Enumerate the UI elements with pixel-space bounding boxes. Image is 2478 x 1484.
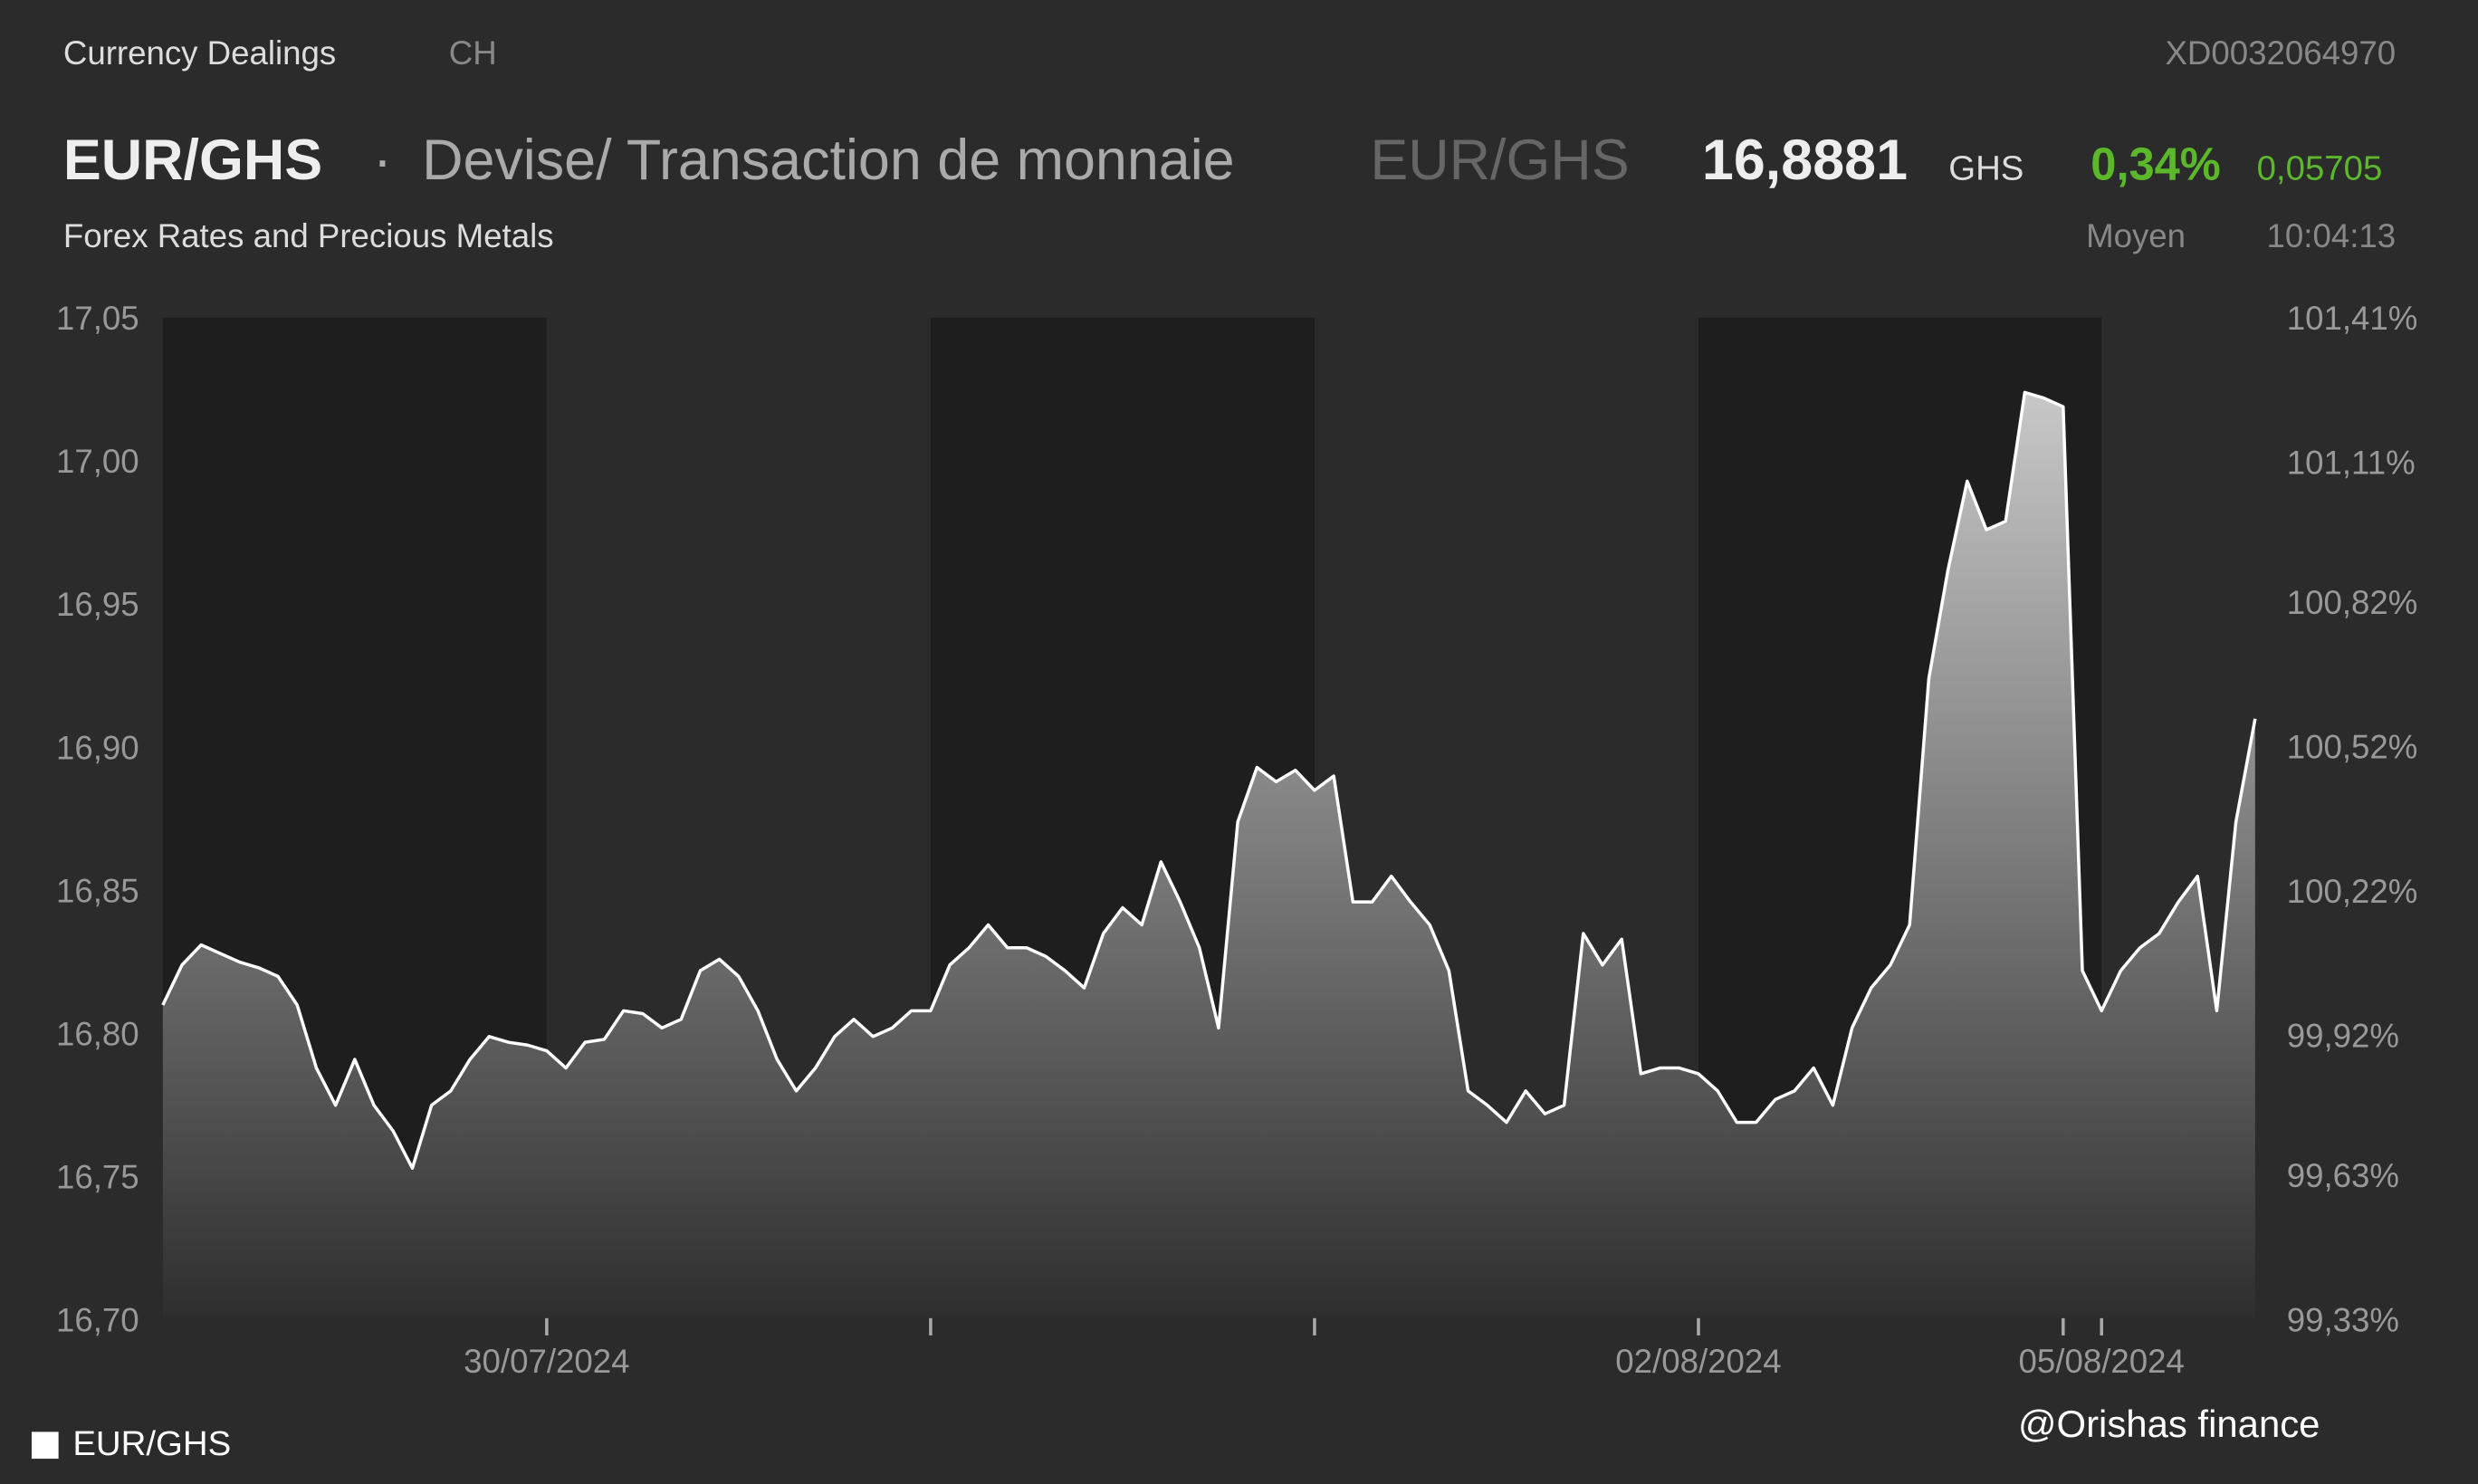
- y-tick-label: 16,70: [56, 1302, 139, 1339]
- x-tick-label: 30/07/2024: [464, 1343, 629, 1380]
- y2-tick-label: 101,41%: [2287, 300, 2418, 337]
- price: 16,8881: [1702, 129, 1908, 192]
- y2-tick-label: 100,52%: [2287, 729, 2418, 766]
- change-absolute: 0,05705: [2257, 149, 2383, 188]
- y-tick-label: 17,00: [56, 443, 139, 480]
- y-tick-label: 17,05: [56, 300, 139, 337]
- y2-tick-label: 99,63%: [2287, 1157, 2399, 1194]
- y2-tick-label: 99,92%: [2287, 1018, 2399, 1055]
- x-tick-label: 02/08/2024: [1615, 1343, 1781, 1380]
- country-label: CH: [449, 34, 497, 72]
- symbol: EUR/GHS: [63, 129, 322, 192]
- area-fill: [162, 392, 2255, 1318]
- y2-tick-label: 100,22%: [2287, 873, 2418, 910]
- y2-tick-label: 100,82%: [2287, 584, 2418, 621]
- market-label: Forex Rates and Precious Metals: [63, 217, 554, 254]
- price-line: [161, 390, 2257, 1170]
- isin-label: XD0032064970: [2165, 34, 2396, 72]
- y-tick-label: 16,85: [56, 872, 139, 909]
- section-label: Currency Dealings: [63, 34, 336, 72]
- y-tick-label: 16,90: [56, 729, 139, 766]
- instrument-type: Devise/ Transaction de monnaie: [422, 129, 1235, 192]
- y2-tick-label: 99,33%: [2287, 1302, 2399, 1339]
- change-percent: 0,34%: [2091, 138, 2221, 189]
- currency: GHS: [1948, 149, 2024, 188]
- watermark: @Orishas finance: [2018, 1403, 2320, 1445]
- x-tick-label: 05/08/2024: [2019, 1343, 2185, 1380]
- legend-swatch: [31, 1431, 59, 1460]
- symbol-alt: EUR/GHS: [1370, 129, 1629, 192]
- y2-tick-label: 101,11%: [2287, 445, 2416, 482]
- price-type: Moyen: [2086, 217, 2186, 254]
- y-tick-label: 16,80: [56, 1015, 139, 1052]
- y-tick-label: 16,95: [56, 586, 139, 623]
- legend-label: EUR/GHS: [72, 1424, 231, 1463]
- time: 10:04:13: [2267, 217, 2397, 254]
- y-tick-label: 16,75: [56, 1159, 139, 1196]
- separator: ·: [373, 129, 392, 192]
